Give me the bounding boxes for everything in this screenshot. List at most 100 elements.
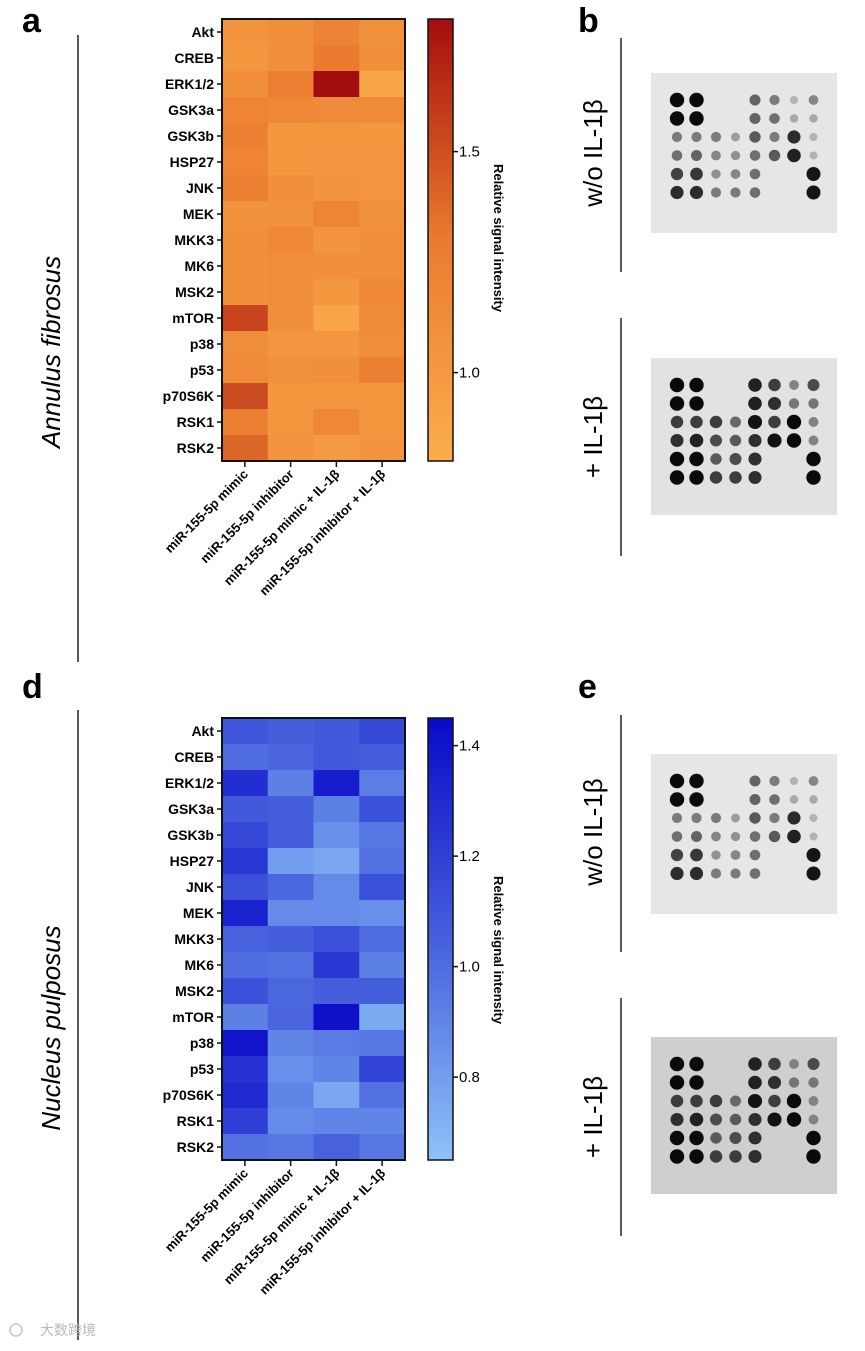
blot-dot: [807, 379, 820, 391]
blot-dot: [729, 1113, 742, 1126]
blot-dot: [730, 150, 741, 161]
column-label: miR-155-5p mimic: [162, 1166, 251, 1255]
blot-dot: [730, 868, 741, 879]
heatmap-cell: [267, 926, 315, 953]
heatmap-cell: [267, 978, 315, 1005]
heatmap-cell: [359, 1108, 406, 1135]
heatmap-cell: [359, 97, 406, 124]
blot-dot: [789, 380, 799, 390]
row-label: p38: [190, 336, 214, 352]
watermark-logo-icon: [9, 1323, 23, 1337]
heatmap-cell: [359, 952, 406, 979]
heatmap-cell: [359, 926, 406, 953]
heatmap-cell: [313, 770, 360, 797]
blot-dot: [808, 435, 819, 446]
heatmap-cell: [313, 978, 360, 1005]
heatmap-cell: [222, 848, 269, 875]
blot-dot: [769, 812, 780, 824]
blot-dot: [689, 792, 704, 807]
blot-dot: [806, 848, 821, 862]
blot-dot: [671, 131, 683, 143]
heatmap-cell: [359, 45, 406, 72]
blot-dot: [749, 131, 761, 143]
blot-dot: [690, 1094, 703, 1108]
heatmap-cell: [267, 435, 315, 462]
blot-dot: [709, 1150, 723, 1163]
heatmap-cell: [313, 305, 360, 332]
heatmap-cell: [313, 71, 360, 98]
blot-dot: [670, 1112, 684, 1127]
blot-dot: [690, 415, 703, 429]
blot-dot: [731, 813, 740, 823]
colorbar-title-annulus: Relative signal intensity: [491, 164, 506, 313]
dot-blot-images: [651, 73, 837, 1194]
blot-label-b-bottom: + IL-1β: [578, 396, 608, 478]
blot-dot: [788, 1077, 800, 1088]
heatmap-cell: [313, 718, 360, 745]
row-label: p70S6K: [163, 388, 214, 404]
blot-dot: [749, 112, 761, 125]
panel-letter-a: a: [22, 2, 42, 40]
heatmap-cell: [359, 19, 406, 46]
blot-dot: [689, 1112, 704, 1127]
panel-letter-e: e: [578, 668, 597, 706]
heatmap-cell: [267, 770, 315, 797]
heatmap-cell: [222, 1004, 269, 1031]
heatmap-cell: [313, 848, 360, 875]
row-label: RSK1: [177, 1113, 215, 1129]
heatmap-cell: [267, 1030, 315, 1057]
blot-dot: [729, 453, 742, 465]
blot-dot: [806, 167, 821, 181]
heatmap-cell: [359, 978, 406, 1005]
blot-dot: [748, 1057, 762, 1071]
heatmap-cell: [222, 71, 269, 98]
heatmap-cell: [313, 1108, 360, 1135]
blot-dot: [749, 187, 761, 198]
heatmap-cell: [359, 822, 406, 849]
heatmap-cell: [313, 874, 360, 901]
blot-dot: [730, 1095, 741, 1107]
heatmap-cell: [222, 331, 269, 358]
heatmap-cell: [313, 175, 360, 202]
blot-dot: [689, 396, 704, 411]
blot-dot: [808, 417, 819, 427]
blot-dot: [748, 470, 762, 485]
blot-dot: [669, 92, 685, 108]
heatmap-cell: [359, 331, 406, 358]
colorbar-tick-label: 1.0: [459, 959, 480, 976]
blot-dot: [730, 169, 741, 179]
heatmap-cell: [313, 796, 360, 823]
blot-dot: [670, 433, 684, 448]
blot-dot: [729, 1150, 742, 1163]
blot-dot: [691, 131, 702, 143]
blot-dot: [808, 1096, 819, 1106]
colorbar-title-nucleus: Relative signal intensity: [491, 876, 506, 1025]
blot-dot: [767, 396, 782, 411]
blot-dot: [749, 94, 761, 106]
row-label: MKK3: [174, 931, 214, 947]
heatmap-cell: [359, 848, 406, 875]
blot-dot: [710, 1113, 722, 1126]
watermark: 大数跨境: [9, 1322, 96, 1338]
blot-dot: [669, 396, 685, 411]
blot-dot: [789, 114, 799, 123]
blot-dot: [768, 1094, 781, 1108]
heatmap-cell: [267, 279, 315, 306]
row-label: CREB: [174, 50, 214, 66]
heatmap-cell: [359, 71, 406, 98]
row-label: GSK3b: [167, 128, 214, 144]
blot-dot: [711, 150, 721, 161]
blot-dot: [789, 1059, 799, 1069]
blot-dot: [788, 398, 800, 409]
blot-dot: [809, 132, 818, 142]
heatmap-cell: [267, 848, 315, 875]
heatmap-cell: [222, 1082, 269, 1109]
blot-dot: [787, 811, 801, 825]
blot-dot: [768, 830, 781, 843]
blot-dot: [789, 776, 799, 786]
blot-dot: [768, 378, 781, 392]
heatmap-cell: [313, 149, 360, 176]
blot-dot: [809, 151, 818, 160]
blot-dot: [806, 1130, 821, 1146]
blot-dot: [786, 1112, 802, 1127]
